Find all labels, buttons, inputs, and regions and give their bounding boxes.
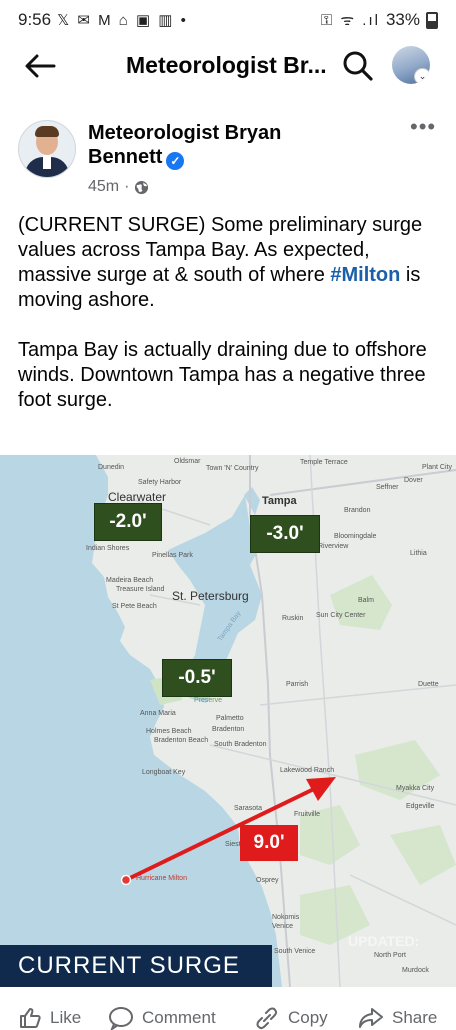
notification-icons: 𝕏 ✉ M ⌂ ▣ ▥ • [57, 12, 188, 29]
link-icon [256, 1007, 278, 1030]
post-actions-bar: Like Comment Copy Share [0, 996, 456, 1030]
copy-label: Copy [288, 1008, 328, 1027]
place-label: Town 'N' Country [206, 465, 259, 472]
share-button[interactable]: Share [358, 1006, 437, 1030]
place-label: St Pete Beach [112, 603, 157, 610]
place-label: Preserve [194, 697, 223, 704]
post-paragraph-1: (CURRENT SURGE) Some preliminary surge v… [18, 213, 438, 313]
place-label: North Port [374, 952, 406, 959]
place-label: Tampa [262, 495, 297, 507]
place-label: Fruitville [294, 811, 321, 818]
place-label: Osprey [256, 877, 279, 884]
place-label: Lithia [410, 550, 427, 557]
place-label: Nokomis [272, 914, 300, 921]
meta-separator: · [124, 178, 130, 195]
place-label: Duette [418, 681, 439, 688]
author-name-link[interactable]: Meteorologist Bryan Bennett ✓ [88, 121, 348, 170]
top-nav: Meteorologist Br... ⌄ [0, 40, 456, 92]
like-label: Like [50, 1008, 82, 1027]
share-label: Share [392, 1008, 438, 1027]
place-label: Pinellas Park [152, 552, 193, 559]
place-label: South Venice [274, 948, 316, 955]
post-text-part: is moving ashore. [18, 264, 421, 311]
place-label: Bradenton Beach [154, 737, 209, 744]
place-label: Palmetto [216, 715, 244, 722]
place-label: Longboat Key [142, 769, 186, 776]
post-text-part: (CURRENT SURGE) Some preliminary surge v… [18, 214, 423, 286]
search-button[interactable] [340, 48, 376, 84]
place-label: Siesta [225, 841, 245, 848]
copy-button[interactable]: Copy [254, 1006, 328, 1030]
surge-label-sarasota: 9.0' [240, 825, 298, 861]
place-label: Treasure Island [116, 586, 165, 593]
search-icon [343, 51, 373, 81]
place-label: Sarasota [234, 805, 263, 812]
place-label: Bloomingdale [334, 533, 377, 540]
place-label: Holmes Beach [146, 728, 192, 735]
thumbs-up-icon [20, 1008, 41, 1028]
place-label: Balm [358, 597, 374, 604]
comment-button[interactable]: Comment [108, 1006, 216, 1030]
place-label: Sun City Center [316, 612, 366, 619]
profile-avatar-button[interactable]: ⌄ [392, 46, 430, 84]
place-label: St. Petersburg [172, 589, 249, 603]
like-button[interactable]: Like [18, 1006, 81, 1030]
place-label: South Bradenton [214, 741, 267, 748]
share-icon [359, 1008, 383, 1028]
post-text: (CURRENT SURGE) Some preliminary surge v… [18, 213, 438, 413]
place-label: Dunedin [98, 464, 125, 471]
place-label: Madeira Beach [106, 577, 154, 584]
place-label: Clearwater [108, 490, 167, 504]
place-label: Safety Harbor [138, 479, 182, 486]
back-arrow-icon [25, 54, 56, 78]
nav-title: Meteorologist Br... [126, 52, 327, 78]
place-label: Anna Maria [140, 710, 176, 717]
place-label: Temple Terrace [300, 459, 348, 466]
post-image-surge-map[interactable]: Oldsmar Dunedin Town 'N' Country Temple … [0, 455, 456, 987]
place-label: Venice [272, 923, 294, 930]
signal-icons: ⚿ ᯤ .ıl [320, 12, 380, 29]
battery-icon [426, 11, 438, 29]
place-label: Dover [404, 477, 423, 484]
map-base [0, 455, 456, 987]
post-header: Meteorologist Bryan Bennett ✓ 45m · ••• [0, 112, 456, 202]
chevron-down-icon: ⌄ [414, 68, 430, 84]
place-label: Myakka City [396, 785, 435, 792]
place-label: Edgeville [406, 803, 435, 810]
place-label: Indian Shores [86, 545, 130, 552]
map-caption: CURRENT SURGE [0, 945, 272, 987]
surge-label-south-bay: -0.5' [162, 659, 232, 697]
place-label: Murdock [402, 967, 429, 974]
status-left: 9:56 𝕏 ✉ M ⌂ ▣ ▥ • [18, 10, 188, 30]
map-watermark: UPDATED: [348, 933, 420, 949]
battery-percent: 33% [385, 10, 420, 29]
status-right: ⚿ ᯤ .ıl 33% [321, 10, 438, 30]
back-button[interactable] [22, 48, 58, 84]
comment-icon [109, 1007, 133, 1030]
place-label: Lakewood Ranch [280, 767, 335, 774]
surge-label-tampa: -3.0' [250, 515, 320, 553]
place-label: Riverview [318, 543, 349, 550]
hashtag-link[interactable]: #Milton [330, 264, 401, 286]
globe-icon [135, 180, 149, 194]
more-options-button[interactable]: ••• [410, 114, 437, 139]
place-label: Bradenton [212, 726, 245, 733]
author-avatar[interactable] [18, 120, 76, 178]
post-paragraph-2: Tampa Bay is actually draining due to of… [18, 339, 427, 411]
verified-badge-icon: ✓ [166, 152, 185, 170]
place-label: Parrish [286, 681, 309, 688]
surge-label-west: -2.0' [94, 503, 162, 541]
place-label: Plant City [422, 464, 452, 471]
author-name[interactable]: Meteorologist Bryan Bennett [88, 122, 282, 168]
place-label: Brandon [344, 507, 371, 514]
comment-label: Comment [142, 1008, 216, 1027]
place-label: Ruskin [282, 615, 304, 622]
place-label: Hurricane Milton [136, 875, 187, 882]
post-time[interactable]: 45m [88, 178, 120, 195]
place-label: Oldsmar [174, 458, 201, 465]
place-label: Seffner [376, 484, 399, 491]
status-bar: 9:56 𝕏 ✉ M ⌂ ▣ ▥ • ⚿ ᯤ .ıl 33% [0, 0, 456, 40]
status-time: 9:56 [18, 10, 52, 29]
post-meta: 45m · [88, 178, 149, 196]
